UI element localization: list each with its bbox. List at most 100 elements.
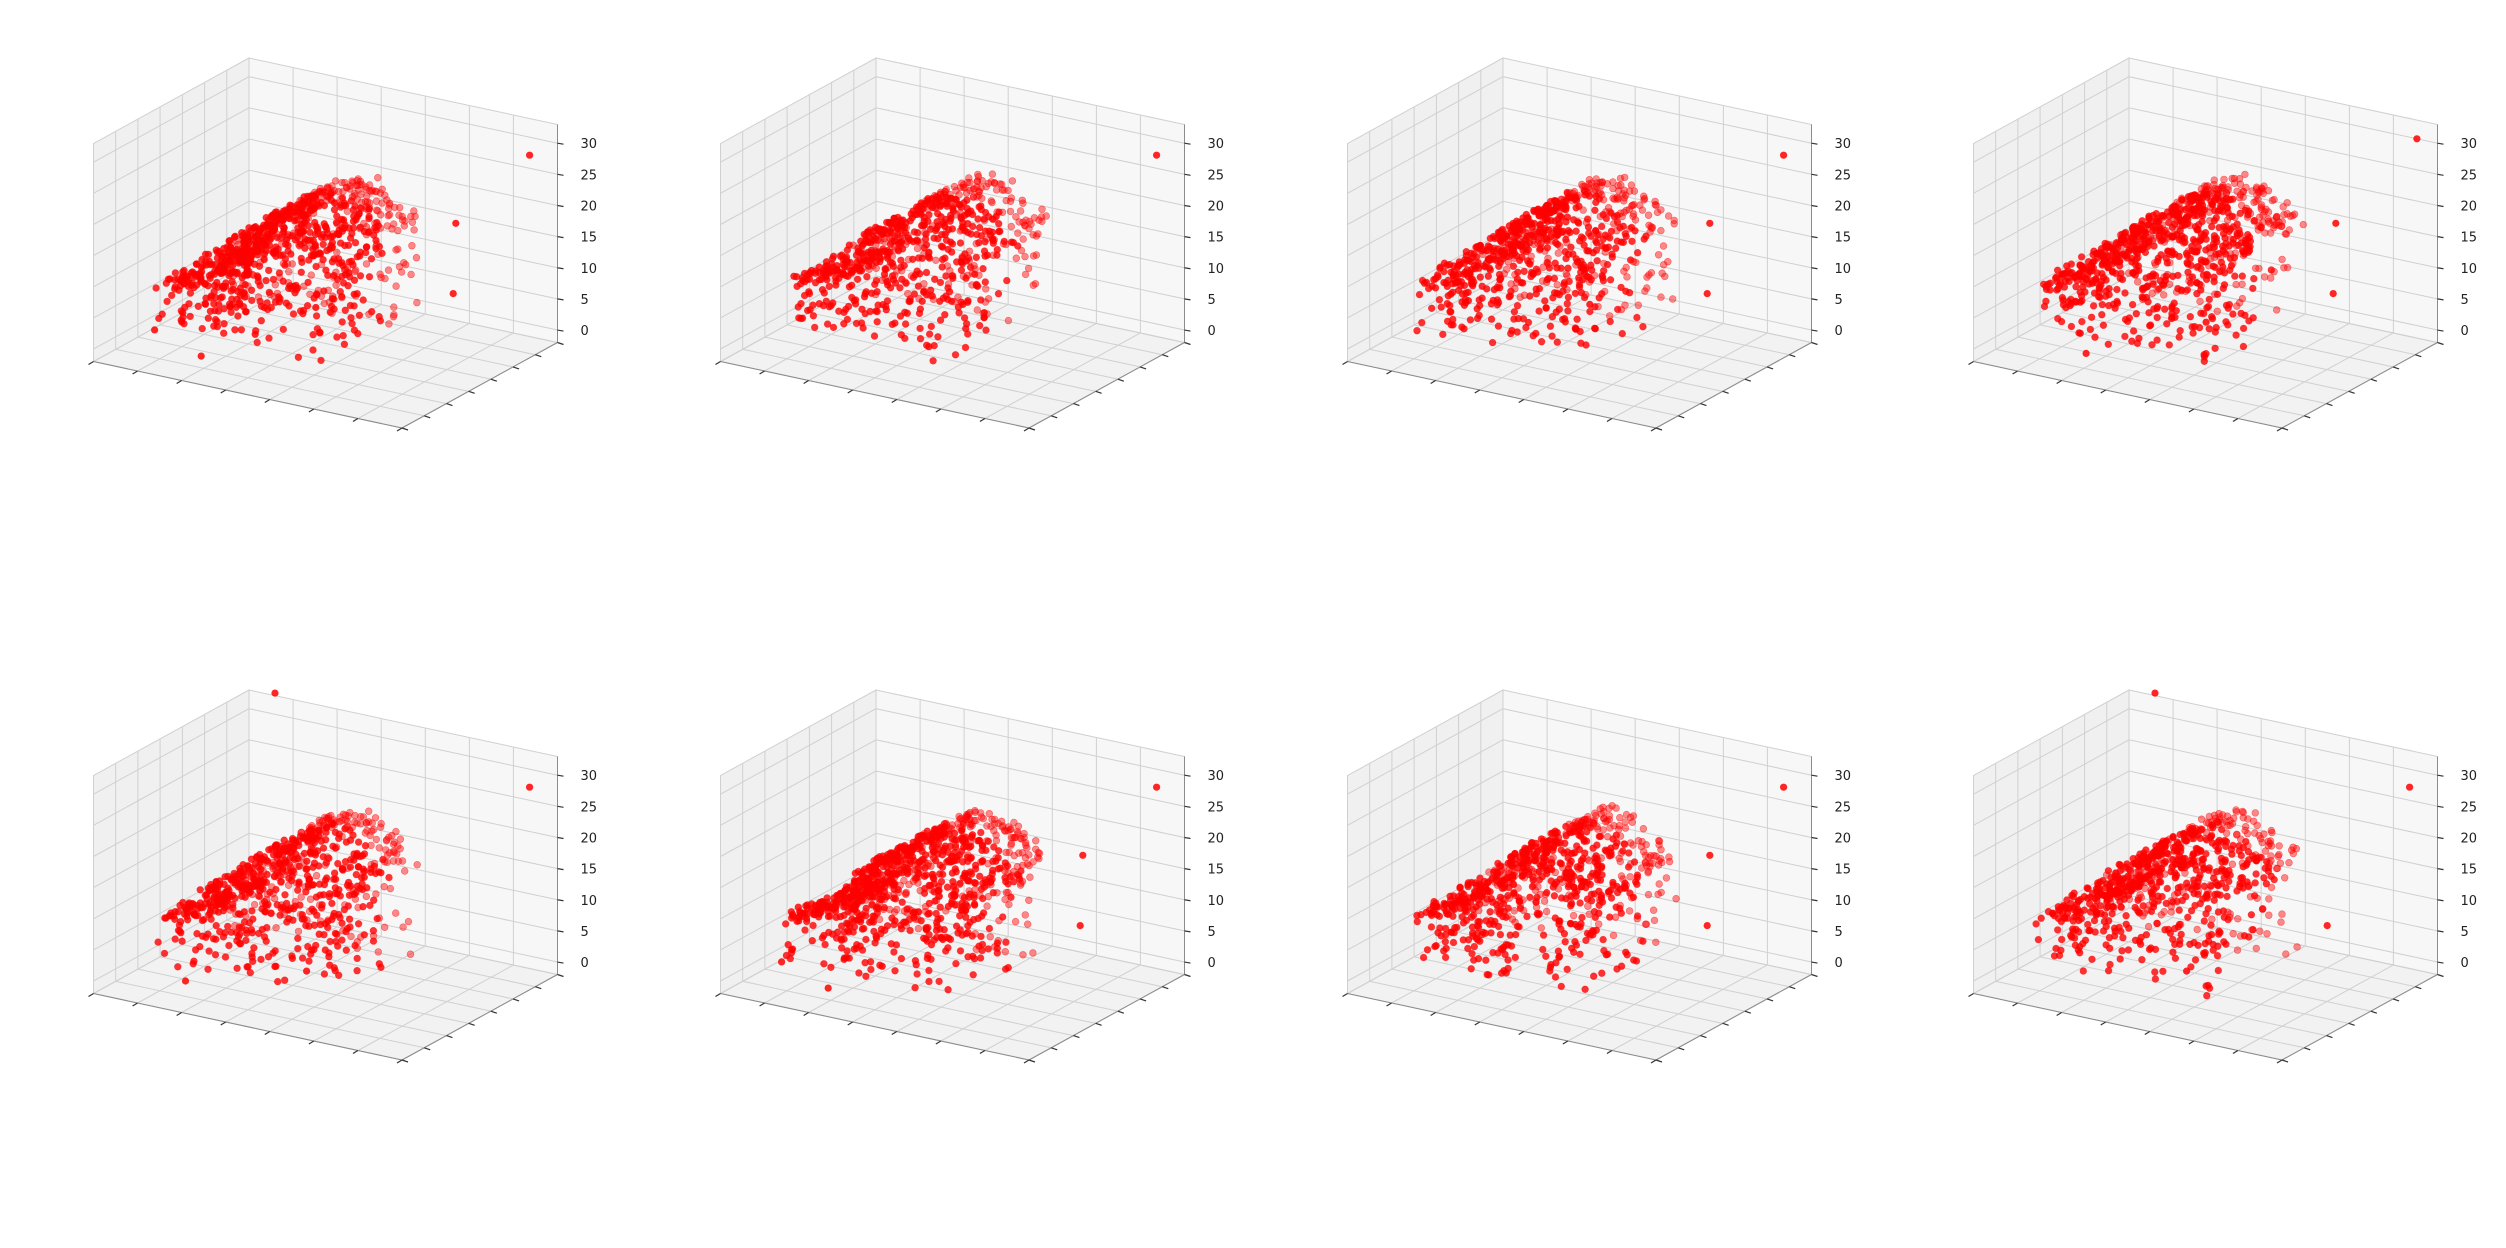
- data-point: [345, 269, 353, 277]
- x-tick: [759, 370, 765, 375]
- data-point: [2163, 259, 2172, 267]
- data-point: [341, 178, 349, 187]
- data-point: [1011, 917, 1020, 926]
- data-point: [973, 177, 982, 185]
- data-point: [1494, 322, 1503, 330]
- data-point: [1485, 256, 1494, 264]
- data-point: [968, 222, 977, 231]
- data-point: [964, 851, 972, 859]
- data-point: [2044, 280, 2052, 288]
- data-point: [1563, 300, 1572, 308]
- data-point: [1625, 187, 1634, 195]
- data-point: [927, 322, 935, 331]
- data-point: [321, 920, 329, 928]
- data-point: [2189, 329, 2197, 337]
- data-point: [916, 270, 924, 278]
- data-point: [1562, 235, 1570, 244]
- data-point: [1466, 316, 1475, 324]
- data-point: [299, 204, 307, 212]
- data-point: [278, 865, 287, 873]
- data-point: [1629, 212, 1637, 221]
- outlier-point: [251, 330, 259, 338]
- z-tick: [557, 961, 564, 964]
- data-point: [337, 239, 345, 247]
- data-point: [230, 872, 239, 881]
- data-point: [2241, 170, 2249, 179]
- data-point: [257, 955, 265, 964]
- data-point: [1583, 247, 1591, 255]
- data-point: [204, 884, 213, 892]
- data-point: [365, 212, 373, 221]
- data-point: [339, 279, 348, 287]
- data-point: [2203, 270, 2211, 278]
- data-point: [2202, 182, 2211, 191]
- data-point: [299, 309, 307, 318]
- data-point: [2128, 300, 2137, 309]
- data-point: [374, 174, 382, 182]
- data-point: [359, 902, 367, 911]
- outlier-point: [1153, 151, 1161, 159]
- y-tick: [535, 986, 542, 990]
- data-point: [346, 185, 354, 193]
- data-point: [392, 909, 400, 917]
- data-point: [252, 240, 261, 248]
- data-point: [1518, 279, 1527, 287]
- z-tick: [557, 930, 564, 933]
- data-point: [988, 170, 997, 178]
- data-point: [1413, 327, 1421, 335]
- z-tick: [557, 805, 564, 808]
- data-point: [198, 324, 206, 333]
- data-point: [994, 290, 1003, 298]
- data-point: [2198, 217, 2206, 226]
- data-point: [385, 873, 393, 882]
- data-point: [900, 261, 908, 270]
- data-point: [1575, 276, 1584, 285]
- z-tick-label: 20: [581, 199, 598, 214]
- data-point: [2103, 240, 2112, 248]
- data-point: [295, 878, 303, 886]
- z-tick-label: 0: [2461, 324, 2469, 339]
- y-tick: [1184, 973, 1191, 978]
- data-point: [2260, 273, 2269, 281]
- data-point: [342, 946, 350, 954]
- data-point: [2239, 187, 2247, 196]
- data-point: [876, 257, 884, 266]
- data-point: [244, 862, 252, 870]
- data-point: [922, 268, 931, 277]
- data-point: [2078, 317, 2086, 326]
- data-point: [2238, 280, 2246, 288]
- data-point: [2267, 274, 2275, 282]
- data-point: [2089, 302, 2098, 310]
- data-point: [984, 945, 992, 953]
- data-point: [1568, 197, 1577, 205]
- data-point: [2153, 313, 2161, 322]
- z-tick-label: 30: [581, 769, 598, 784]
- data-point: [1659, 242, 1668, 250]
- data-point: [865, 231, 873, 239]
- data-point: [352, 266, 360, 274]
- data-point: [2176, 327, 2184, 335]
- x-tick: [2012, 370, 2018, 375]
- data-point: [2224, 304, 2232, 312]
- data-point: [285, 302, 293, 310]
- data-point: [800, 291, 809, 300]
- y-tick: [512, 998, 520, 1002]
- data-point: [2132, 310, 2141, 318]
- data-point: [394, 226, 402, 235]
- z-tick: [1184, 899, 1191, 902]
- data-point: [1019, 235, 1027, 243]
- data-point: [818, 934, 827, 942]
- z-tick: [1184, 173, 1191, 176]
- data-point: [1532, 285, 1540, 293]
- data-point: [1427, 304, 1436, 312]
- data-point: [372, 187, 381, 196]
- data-point: [2165, 341, 2174, 349]
- data-point: [2129, 269, 2137, 277]
- data-point: [296, 901, 304, 909]
- data-point: [333, 333, 341, 341]
- data-point: [1009, 238, 1018, 247]
- data-point: [348, 890, 357, 898]
- data-point: [975, 203, 983, 211]
- data-point: [276, 858, 284, 867]
- data-point: [372, 890, 380, 898]
